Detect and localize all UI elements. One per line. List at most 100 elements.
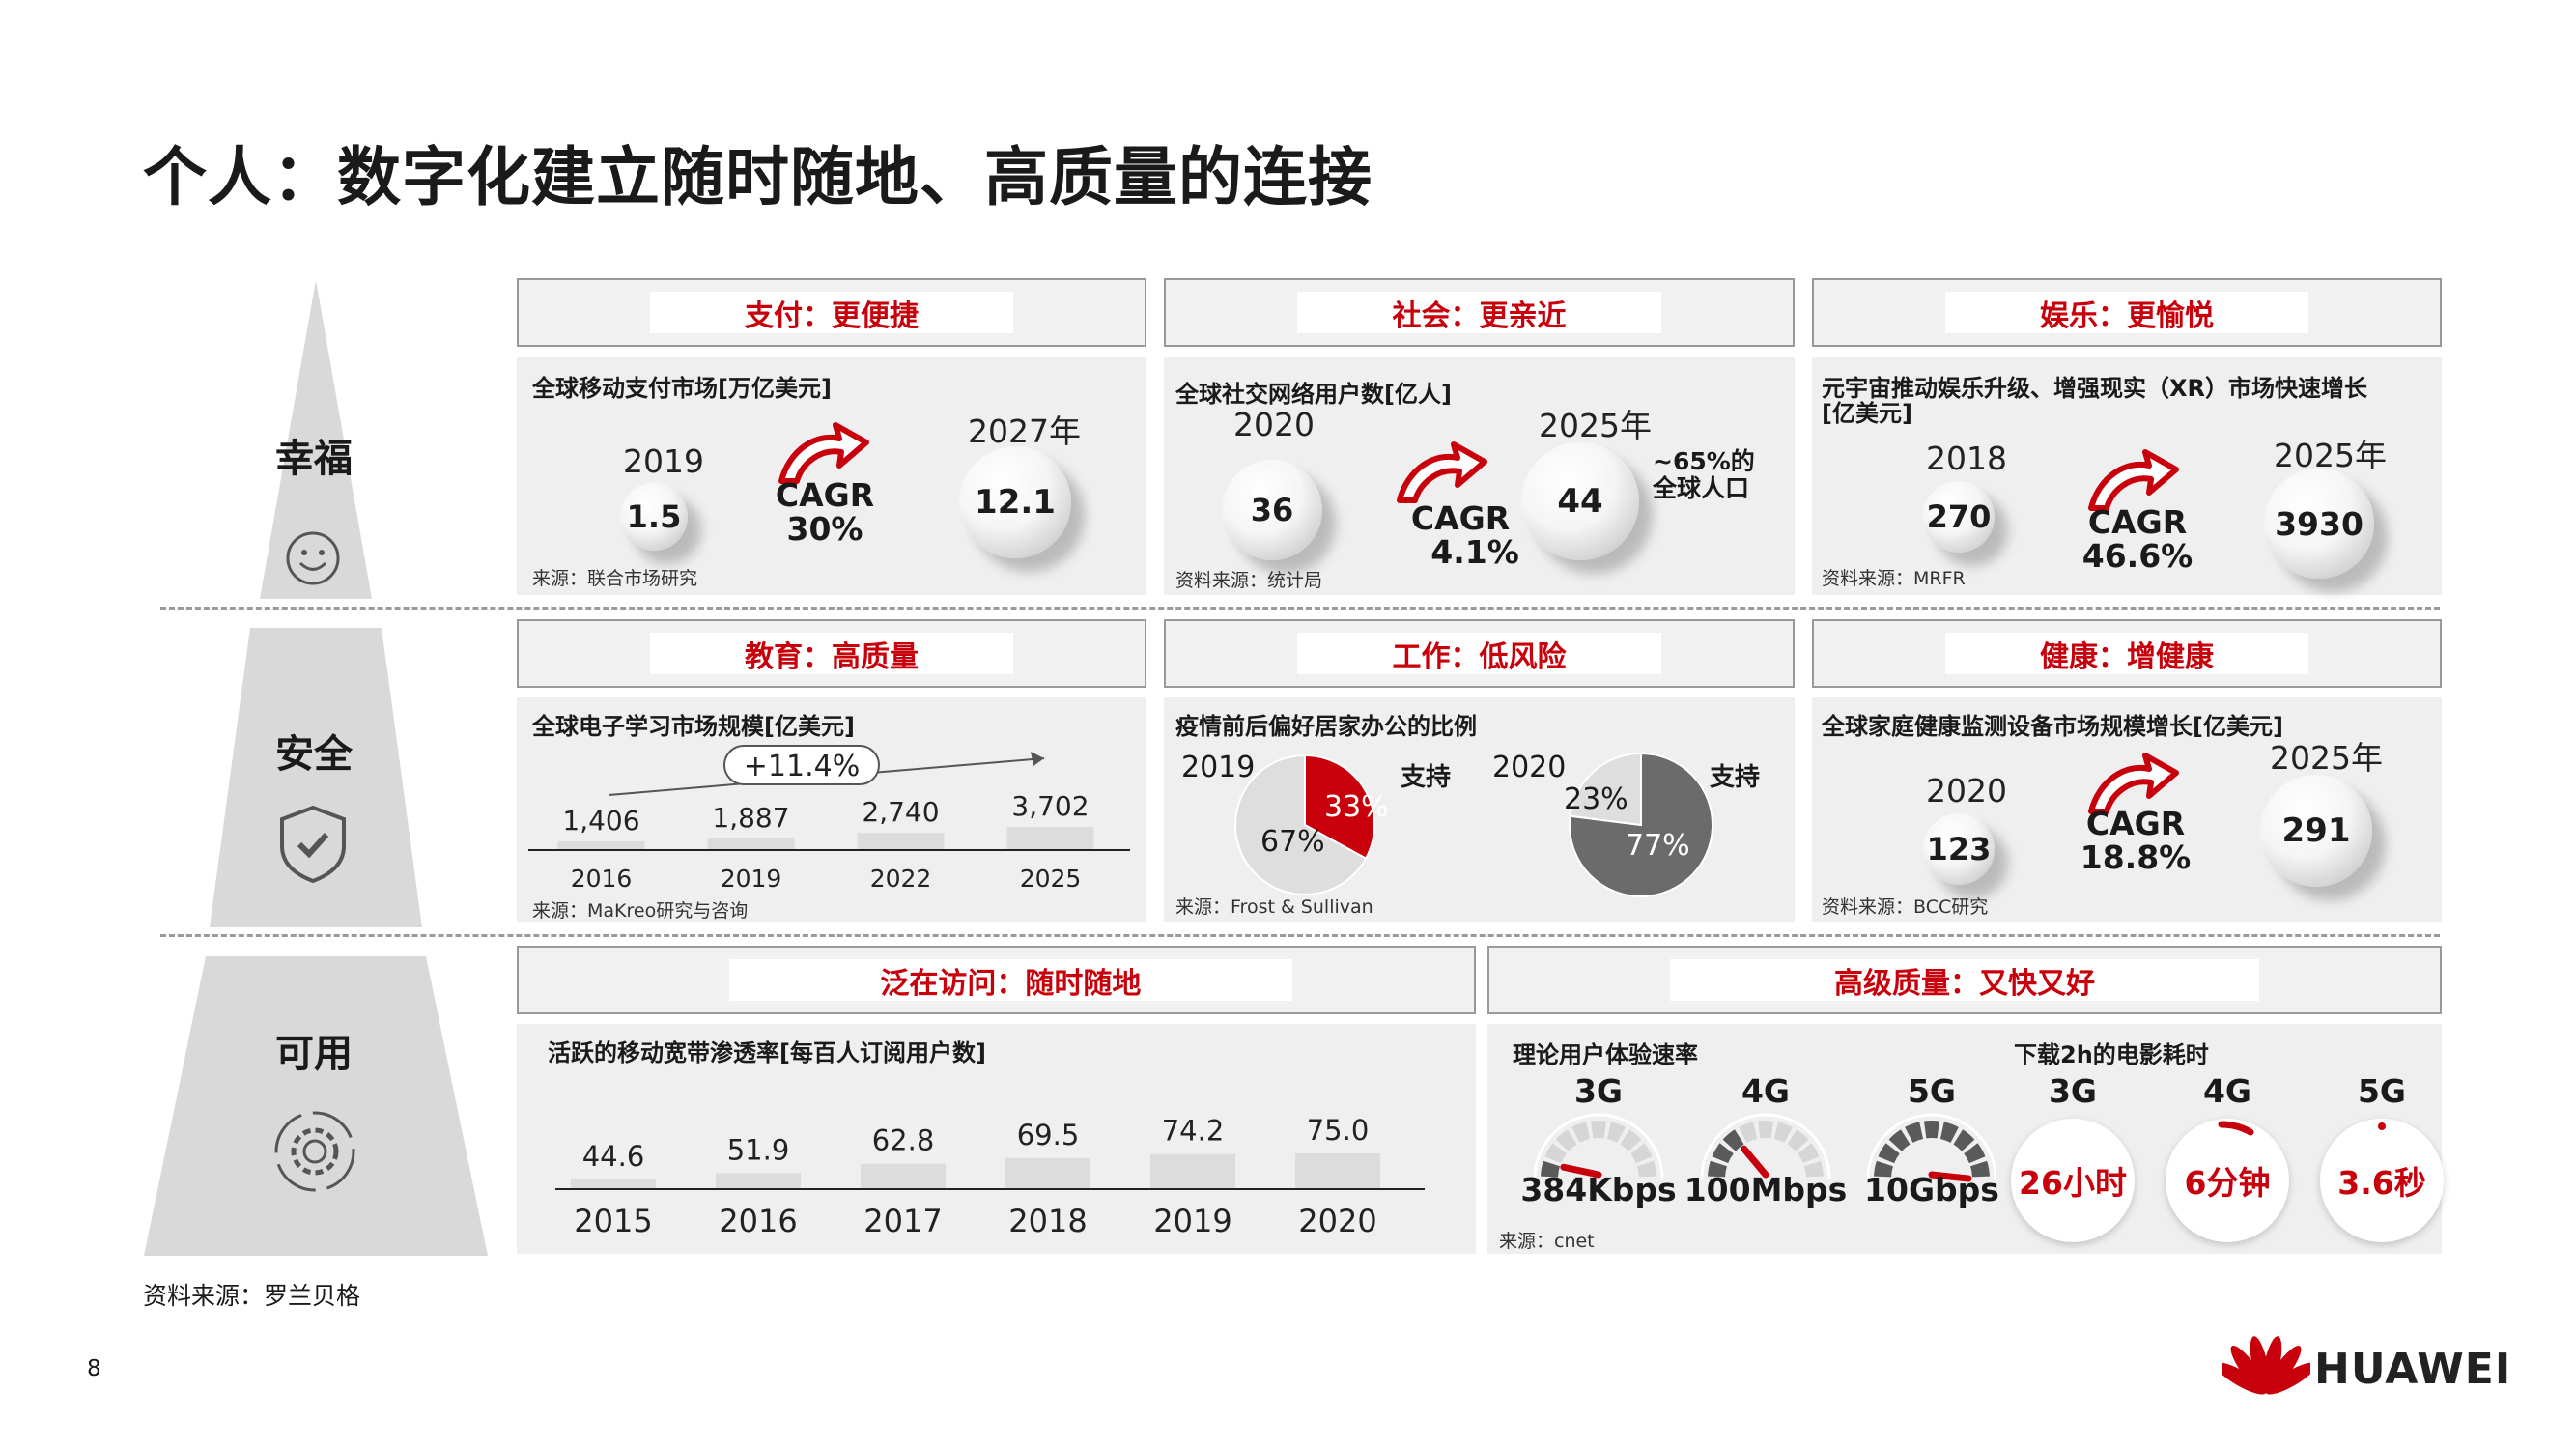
- ent-year-end: 2025年: [2274, 437, 2387, 474]
- ent-title-line1: 元宇宙推动娱乐升级、增强现实（XR）市场快速增长: [1822, 375, 2367, 402]
- work-panel: 疫情前后偏好居家办公的比例 2019 支持 33% 67% 2020 支持 23…: [1164, 697, 1795, 922]
- page-title: 个人：数字化建立随时随地、高质量的连接: [143, 140, 1373, 214]
- pyramid-bottom: [144, 956, 488, 1256]
- gauge-4G-segment-1: [1712, 1143, 1734, 1164]
- access-tick-2018: 2018: [1008, 1203, 1087, 1239]
- edu-growth-label: +11.4%: [743, 750, 861, 783]
- gauge-3G-segment-6: [1620, 1129, 1642, 1151]
- gauge-4G-segment-0: [1708, 1160, 1727, 1178]
- ent-cagr: CAGR 46.6%: [2065, 503, 2210, 575]
- work-header: 工作：低风险: [1164, 619, 1795, 688]
- pyramid-label-happiness: 幸福: [275, 437, 353, 481]
- pyramid-label-availability: 可用: [275, 1032, 353, 1076]
- social-year-end: 2025年: [1539, 407, 1652, 444]
- access-tick-2016: 2016: [719, 1203, 797, 1239]
- social-year-start: 2020: [1233, 406, 1315, 443]
- pie-2020-slice-1: [1569, 752, 1642, 827]
- edu-value-2019: 1,887: [712, 802, 789, 834]
- social-title: 全球社交网络用户数[亿人]: [1175, 381, 1452, 408]
- gauge-3G-segment-7: [1630, 1143, 1653, 1164]
- health-year-start: 2020: [1926, 772, 2007, 810]
- health-year-end: 2025年: [2270, 739, 2383, 777]
- pyramid-label-security: 安全: [275, 732, 353, 777]
- pyramid-middle: [210, 628, 422, 927]
- pie1-support-label: 支持: [1401, 763, 1452, 792]
- smiley-icon: [286, 531, 340, 585]
- social-note-line1: ~65%的: [1653, 447, 1755, 475]
- gauge-3g-speed: 384Kbps: [1520, 1171, 1677, 1208]
- quality-source: 来源：cnet: [1499, 1231, 1595, 1252]
- pay-cagr-label: CAGR: [775, 476, 875, 514]
- social-cagr-label: CAGR: [1410, 499, 1511, 537]
- edu-bar-2016: [557, 840, 645, 850]
- gauge-5G-segment-4: [1923, 1121, 1940, 1139]
- movie-title: 下载2h的电影耗时: [2014, 1041, 2209, 1068]
- gauge-5g-label: 5G: [1907, 1072, 1957, 1110]
- pie2-yes-value: 77%: [1626, 829, 1690, 863]
- gauge-3G-rim: [1533, 1113, 1664, 1179]
- gauge-4G-segment-7: [1798, 1143, 1820, 1164]
- gauge-5G-segment-1: [1878, 1143, 1900, 1164]
- ent-source: 资料来源：MRFR: [1822, 568, 1966, 589]
- ent-cagr-value: 46.6%: [2081, 536, 2194, 575]
- movie-3g-label: 3G: [2048, 1072, 2098, 1110]
- health-header-label: 健康：增健康: [1945, 633, 2308, 674]
- access-value-2019: 74.2: [1162, 1115, 1225, 1148]
- gauge-5g-speed: 10Gbps: [1864, 1171, 1999, 1208]
- pay-value-start: 1.5: [620, 483, 688, 551]
- growth-arrow-icon: [2088, 753, 2179, 814]
- gauge-4G-segment-2: [1722, 1129, 1744, 1151]
- pay-year-end: 2027年: [968, 412, 1081, 450]
- gauge-4G-segment-3: [1739, 1122, 1758, 1143]
- edu-source: 来源：MaKreo研究与咨询: [532, 900, 749, 922]
- social-value-start: 36: [1222, 460, 1322, 560]
- work-header-label: 工作：低风险: [1297, 633, 1661, 674]
- growth-arrow-icon: [1397, 441, 1487, 503]
- social-header: 社会：更亲近: [1164, 278, 1795, 347]
- speed-gauges: [1533, 1113, 1997, 1182]
- edu-bar-2019: [707, 838, 795, 850]
- footer-source: 资料来源：罗兰贝格: [143, 1282, 361, 1310]
- pay-header-label: 支付：更便捷: [650, 292, 1013, 333]
- row-separator-1: [160, 607, 2440, 610]
- health-title: 全球家庭健康监测设备市场规模增长[亿美元]: [1822, 713, 2283, 740]
- edu-tick-2022: 2022: [870, 865, 932, 893]
- gauge-5G-rim: [1866, 1113, 1997, 1179]
- gauge-3G-segment-4: [1590, 1121, 1607, 1139]
- movie-3g-time: 26小时: [2011, 1119, 2135, 1242]
- access-bar-2016: [716, 1173, 801, 1188]
- gauge-5G-segment-6: [1953, 1129, 1975, 1151]
- gauge-5G-segment-8: [1970, 1160, 1990, 1178]
- pyramid-graphic: [144, 280, 488, 1256]
- access-tick-2017: 2017: [863, 1203, 942, 1239]
- gauge-3g-label: 3G: [1573, 1072, 1624, 1110]
- broadband-bar-chart: 44.6 2015 51.9 2016 62.8 2017 69.5 2018 74.2 2019…: [555, 1114, 1425, 1239]
- pie1-year: 2019: [1181, 751, 1256, 784]
- edu-tick-2019: 2019: [721, 865, 782, 893]
- movie-5g-label: 5G: [2357, 1072, 2407, 1110]
- pay-title: 全球移动支付市场[万亿美元]: [532, 375, 832, 402]
- access-panel: 活跃的移动宽带渗透率[每百人订阅用户数] 44.6 2015 51.9 2016 62.…: [517, 1024, 1476, 1254]
- edu-bar-2022: [857, 833, 945, 850]
- gauge-3G-segment-5: [1606, 1122, 1626, 1143]
- ent-title-line2: [亿美元]: [1822, 400, 1912, 427]
- quality-panel: 理论用户体验速率 下载2h的电影耗时 3G 4G 5G 384Kbps 100M…: [1487, 1024, 2444, 1254]
- shield-check-icon: [280, 805, 346, 884]
- access-tick-2015: 2015: [574, 1203, 652, 1239]
- ent-cagr-label: CAGR: [2087, 503, 2188, 541]
- gauge-4G-needle: [1741, 1145, 1769, 1179]
- access-bar-2017: [861, 1163, 946, 1188]
- gauge-4G-segment-5: [1773, 1122, 1793, 1143]
- ent-year-start: 2018: [1926, 440, 2007, 477]
- quality-header: 高级质量：又快又好: [1487, 946, 2442, 1014]
- pie1-no-value: 67%: [1260, 825, 1325, 859]
- health-value-start: 123: [1923, 813, 1995, 885]
- gauge-4G-rim: [1700, 1113, 1831, 1179]
- pay-year-start: 2019: [623, 442, 704, 480]
- elearning-bar-chart: 1,406 2016 1,887 2019 2,740 2022 3,702 2025: [528, 745, 1130, 893]
- access-bar-2015: [571, 1179, 656, 1188]
- ent-value-start: 270: [1923, 481, 1995, 553]
- movie-5g-time: 3.6秒: [2320, 1119, 2444, 1242]
- edu-tick-2016: 2016: [571, 865, 633, 893]
- movie-4g-time: 6分钟: [2166, 1119, 2289, 1242]
